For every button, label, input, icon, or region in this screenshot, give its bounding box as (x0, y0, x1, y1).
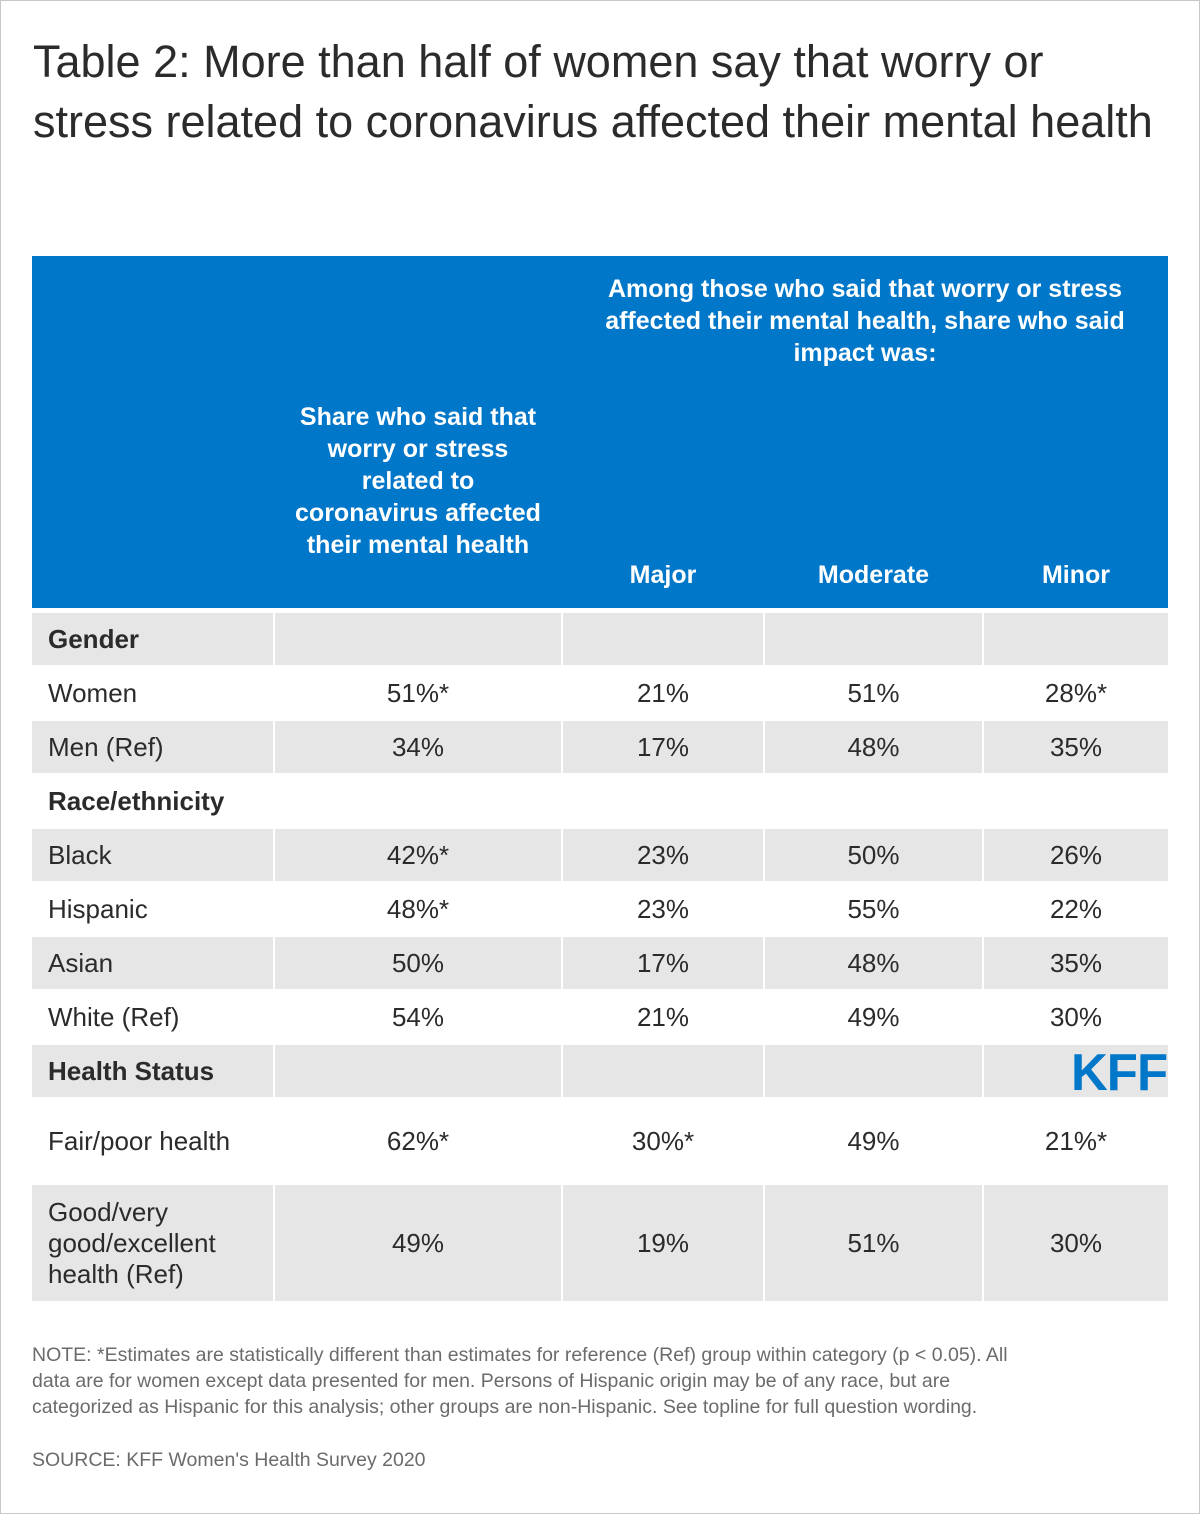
row-label: Men (Ref) (32, 721, 273, 773)
table-cell: 48%* (386, 893, 450, 924)
table-cell (563, 1045, 763, 1097)
table-cell (984, 613, 1168, 665)
impact-group-header: Among those who said that worry or stres… (605, 275, 1125, 367)
table-cell: 21% (636, 1001, 690, 1032)
table-cell: 42%* (275, 829, 561, 881)
table-cell: 49% (275, 1185, 561, 1301)
table-cell: 49% (847, 1001, 900, 1032)
section-row-health: Health Status (32, 1045, 1168, 1097)
table-cell (765, 1045, 982, 1097)
table-cell: 30% (1049, 1001, 1103, 1032)
table-row: Good/very good/excellent health (Ref) 49… (32, 1185, 1168, 1301)
table-cell: 55% (847, 893, 900, 924)
section-label: Health Status (32, 1045, 273, 1097)
table-row: Asian 50% 17% 48% 35% (32, 937, 1168, 989)
major-column-header: Major (629, 561, 697, 589)
row-label: Asian (32, 937, 273, 989)
table-cell: 34% (275, 721, 561, 773)
chart-title: Table 2: More than half of women say tha… (33, 36, 1153, 147)
table-cell (984, 775, 1168, 827)
table-cell (984, 1045, 1168, 1097)
source-note: SOURCE: KFF Women's Health Survey 2020 (32, 1449, 426, 1471)
table-row: White (Ref) 54% 21% 49% 30% (32, 991, 1168, 1043)
table-cell: 23% (636, 893, 690, 924)
row-label: White (Ref) (48, 1001, 180, 1032)
data-table: Among those who said that worry or stres… (32, 256, 1168, 1301)
kff-logo: KFF (1070, 1044, 1168, 1102)
table-cell: 30%* (631, 1125, 695, 1156)
table-cell: 19% (563, 1185, 763, 1301)
table-cell: 50% (275, 937, 561, 989)
table-cell (275, 1045, 561, 1097)
table-cell (275, 613, 561, 665)
table-row: Black 42%* 23% 50% 26% (32, 829, 1168, 881)
table-cell: 22% (1049, 893, 1103, 924)
minor-column-header: Minor (1041, 561, 1111, 589)
row-label: Hispanic (48, 893, 148, 924)
section-row-race: Race/ethnicity (32, 775, 1168, 827)
table-cell: 17% (563, 937, 763, 989)
table-cell: 62%* (386, 1125, 450, 1156)
table-cell: 21% (636, 677, 690, 708)
table-cell: 23% (563, 829, 763, 881)
footnote: NOTE: *Estimates are statistically diffe… (32, 1344, 1008, 1418)
table-row: Men (Ref) 34% 17% 48% 35% (32, 721, 1168, 773)
table-cell (563, 613, 763, 665)
table-row: Fair/poor health 62%* 30%* 49% 21%* (32, 1099, 1168, 1183)
share-column-header: Share who said that worry or stress rela… (295, 403, 541, 559)
row-label: Black (32, 829, 273, 881)
table-cell (765, 775, 982, 827)
table-cell (765, 613, 982, 665)
section-label: Gender (32, 613, 273, 665)
section-row-gender: Gender (32, 613, 1168, 665)
table-row: Women 51%* 21% 51% 28%* (32, 667, 1168, 719)
table-cell (275, 775, 561, 827)
row-label: Women (48, 677, 138, 708)
table-cell: 49% (847, 1125, 900, 1156)
table-cell: 35% (984, 721, 1168, 773)
table-cell: 26% (984, 829, 1168, 881)
table-cell (563, 775, 763, 827)
table-cell: 48% (765, 937, 982, 989)
table-cell: 28%* (1044, 677, 1108, 708)
table-cell: 51% (765, 1185, 982, 1301)
table-cell: 48% (765, 721, 982, 773)
table-cell: 21%* (1044, 1125, 1108, 1156)
table-cell: 35% (984, 937, 1168, 989)
table-cell: 30% (984, 1185, 1168, 1301)
table-row: Hispanic 48%* 23% 55% 22% (32, 883, 1168, 935)
moderate-column-header: Moderate (817, 561, 930, 589)
table-cell: 50% (765, 829, 982, 881)
section-label: Race/ethnicity (48, 785, 225, 816)
table-cell: 54% (391, 1001, 445, 1032)
table-cell: 17% (563, 721, 763, 773)
table-header: Among those who said that worry or stres… (32, 256, 1168, 608)
row-label: Fair/poor health (48, 1125, 231, 1156)
row-label: Good/very good/excellent health (Ref) (32, 1185, 273, 1301)
table-cell: 51%* (386, 677, 450, 708)
table-cell: 51% (847, 677, 900, 708)
